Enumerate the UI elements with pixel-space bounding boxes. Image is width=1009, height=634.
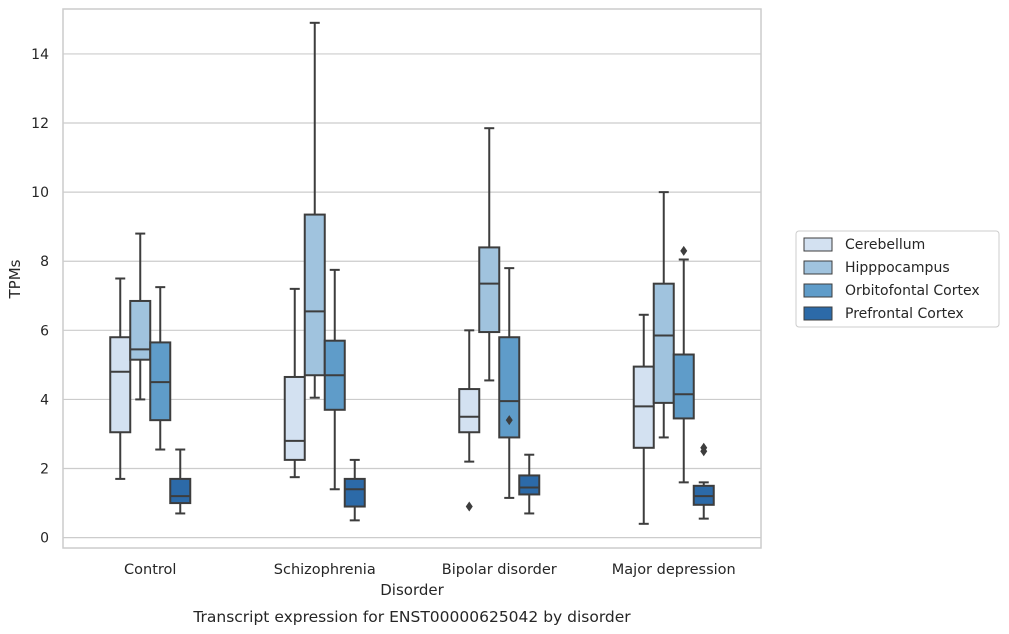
x-tick-label: Bipolar disorder	[442, 562, 557, 578]
iqr-box	[498, 336, 521, 439]
y-tick-label: 8	[40, 254, 49, 270]
box-orbitofontal-cortex	[672, 245, 695, 484]
legend-swatch	[803, 306, 833, 321]
plot-area-frame	[62, 8, 762, 549]
chart-caption: Transcript expression for ENST0000062504…	[192, 608, 631, 626]
legend-frame	[795, 230, 1000, 328]
boxes	[109, 21, 715, 525]
box-prefrontal-cortex	[169, 448, 192, 515]
legend-swatch	[803, 260, 833, 275]
legend-label: Prefrontal Cortex	[845, 306, 964, 322]
box-orbitofontal-cortex	[149, 286, 172, 451]
outlier-point	[465, 501, 473, 512]
box-orbitofontal-cortex	[323, 268, 346, 491]
iqr-box	[169, 477, 192, 505]
legend-label: Hipppocampus	[845, 260, 950, 276]
y-tick-label: 12	[31, 116, 49, 132]
y-tick-label: 4	[40, 392, 49, 408]
box-cerebellum	[632, 313, 655, 525]
legend-label: Orbitofontal Cortex	[845, 283, 980, 299]
x-tick-label: Control	[124, 562, 176, 578]
box-cerebellum	[458, 329, 481, 512]
box-orbitofontal-cortex	[498, 267, 521, 499]
iqr-box	[672, 353, 695, 420]
legend-swatch	[803, 283, 833, 298]
iqr-box	[283, 375, 306, 461]
x-axis-label: Disorder	[380, 581, 444, 599]
y-tick-labels: 0 2 4 6 8 10 12 14	[31, 47, 49, 547]
iqr-box	[303, 213, 326, 377]
legend-label: Cerebellum	[845, 237, 925, 253]
y-tick-label: 2	[40, 462, 49, 478]
box-prefrontal-cortex	[343, 458, 366, 522]
x-tick-label: Major depression	[612, 562, 736, 578]
iqr-box	[518, 474, 541, 496]
y-tick-label: 6	[40, 323, 49, 339]
box-hipppocampus	[652, 191, 675, 439]
x-tick-labels: Control Schizophrenia Bipolar disorder Majo…	[124, 562, 736, 578]
legend: Cerebellum Hipppocampus Orbitofontal Corte…	[795, 230, 1000, 328]
iqr-box	[478, 246, 501, 334]
box-cerebellum	[283, 287, 306, 479]
x-tick-label: Schizophrenia	[274, 562, 376, 578]
box-hipppocampus	[478, 127, 501, 382]
outlier-point	[680, 245, 688, 256]
legend-swatch	[803, 237, 833, 252]
y-axis-label: TPMs	[6, 259, 24, 299]
iqr-box	[343, 477, 366, 508]
box-cerebellum	[109, 277, 132, 480]
iqr-box	[458, 388, 481, 434]
iqr-box	[109, 336, 132, 434]
y-tick-label: 0	[40, 531, 49, 547]
y-tick-label: 14	[31, 47, 49, 63]
outlier-point	[505, 415, 513, 426]
iqr-box	[129, 299, 152, 361]
box-hipppocampus	[129, 232, 152, 401]
box-hipppocampus	[303, 21, 326, 399]
iqr-box	[652, 282, 675, 404]
outlier-point	[700, 442, 708, 453]
box-prefrontal-cortex	[692, 442, 715, 520]
box-prefrontal-cortex	[518, 453, 541, 515]
y-tick-label: 10	[31, 185, 49, 201]
